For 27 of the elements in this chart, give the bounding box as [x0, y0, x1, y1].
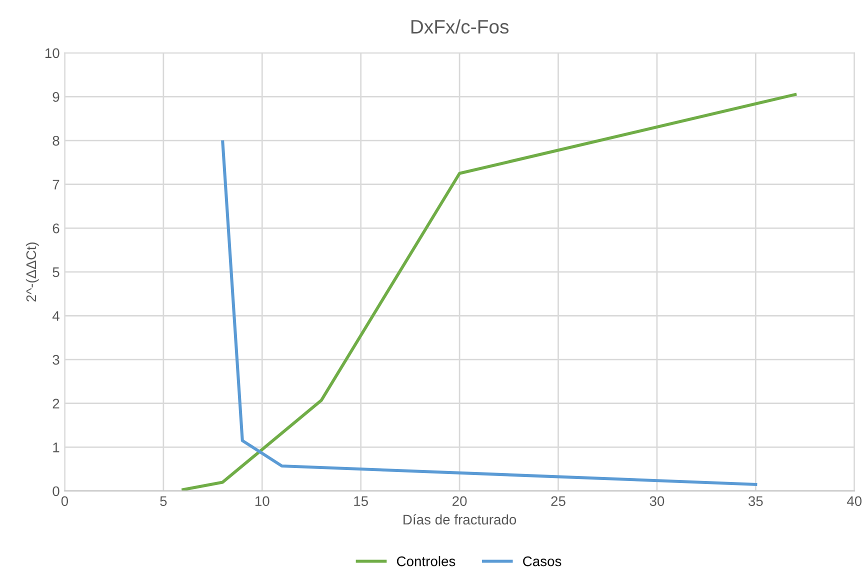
y-tick-label: 1 — [53, 442, 60, 452]
y-tick-label: 10 — [45, 48, 60, 58]
y-tick-label: 6 — [52, 223, 60, 234]
y-axis-title: 2^-(ΔΔCt) — [26, 242, 39, 302]
y-tick-label: 3 — [52, 354, 60, 365]
y-tick-label: 7 — [52, 180, 60, 190]
y-tick-label: 4 — [52, 311, 60, 321]
x-tick-label: 20 — [452, 496, 467, 506]
x-axis-title: Días de fracturado — [404, 514, 516, 525]
x-tick-label: 25 — [551, 496, 566, 506]
y-tick-label: 8 — [52, 136, 60, 146]
x-tick-label: 15 — [354, 496, 368, 506]
x-tick-label: 35 — [748, 496, 763, 506]
legend-label: Controles — [396, 556, 456, 566]
y-tick-label: 9 — [52, 92, 60, 102]
line-series — [221, 140, 758, 486]
x-tick-label: 0 — [61, 496, 68, 506]
x-tick-label: 40 — [846, 496, 862, 506]
x-tick-label: 5 — [160, 496, 167, 506]
y-tick-label: 2 — [52, 398, 60, 408]
x-tick-label: 10 — [255, 496, 270, 506]
y-tick-label: 0 — [52, 486, 60, 496]
legend-label: Casos — [523, 556, 562, 566]
y-tick-label: 5 — [52, 267, 60, 278]
chart-title: DxFx/c-Fos — [411, 19, 509, 34]
line-series — [182, 93, 797, 491]
x-tick-label: 30 — [650, 496, 664, 506]
